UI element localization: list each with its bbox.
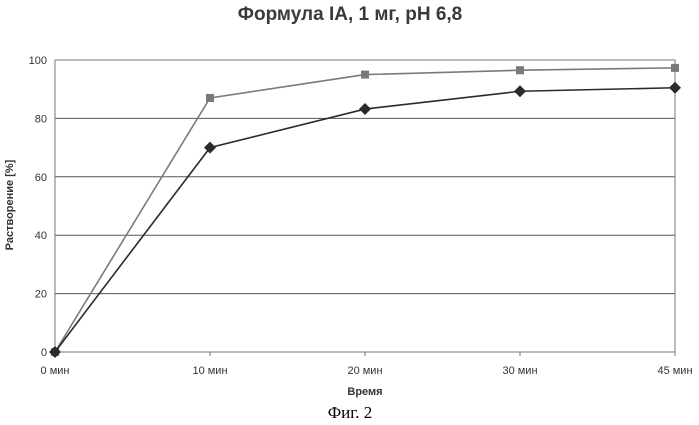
x-tick-labels: 0 мин 10 мин 20 мин 30 мин 45 мин bbox=[41, 352, 693, 377]
series-layer bbox=[49, 63, 681, 358]
y-tick-label: 40 bbox=[35, 230, 47, 242]
y-tick-label: 80 bbox=[35, 113, 47, 125]
y-tick-label: 0 bbox=[41, 347, 47, 359]
x-tick-label: 0 мин bbox=[41, 365, 70, 377]
series-2 bbox=[49, 81, 681, 358]
data-point-square bbox=[671, 63, 679, 72]
data-point-diamond bbox=[49, 346, 61, 358]
data-point-square bbox=[206, 93, 214, 102]
data-point-diamond bbox=[359, 103, 371, 116]
data-point-square bbox=[516, 66, 524, 75]
y-axis-label: Растворение [%] bbox=[4, 159, 16, 250]
y-tick-label: 20 bbox=[35, 289, 47, 301]
x-tick-label: 20 мин bbox=[347, 365, 382, 377]
x-tick-label: 10 мин bbox=[192, 365, 227, 377]
y-tick-labels: 0 20 40 60 80 100 bbox=[29, 55, 47, 359]
y-tick-label: 100 bbox=[29, 55, 47, 67]
y-tick-label: 60 bbox=[35, 172, 47, 184]
series-line bbox=[54, 86, 676, 353]
data-point-diamond bbox=[669, 81, 681, 94]
x-tick-label: 45 мин bbox=[657, 365, 692, 377]
x-tick-label: 30 мин bbox=[502, 365, 537, 377]
data-point-diamond bbox=[514, 85, 526, 98]
figure-caption: Фиг. 2 bbox=[328, 403, 373, 422]
chart-title: Формула IA, 1 мг, pH 6,8 bbox=[238, 4, 463, 25]
data-point-square bbox=[361, 70, 369, 79]
data-point-diamond bbox=[204, 141, 216, 154]
x-axis-label: Время bbox=[347, 386, 382, 398]
